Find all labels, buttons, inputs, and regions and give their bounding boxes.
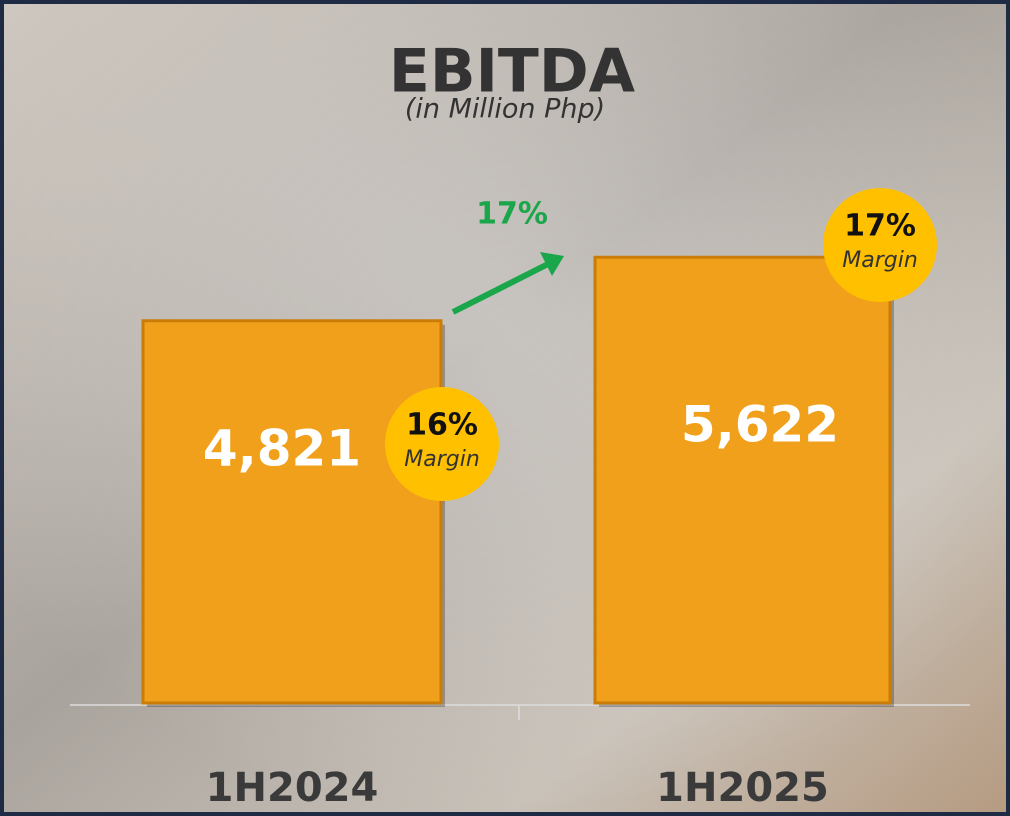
value-label: 4,821 [203,420,361,478]
x-tick-label: 1H2025 [656,765,829,811]
margin-caption: Margin [404,447,480,472]
margin-badge [823,188,937,302]
margin-caption: Margin [842,248,918,273]
growth-label: 17% [476,197,548,232]
value-label: 5,622 [681,396,839,454]
growth-arrowhead [540,252,564,276]
margin-value: 17% [844,209,916,244]
chart-title: EBITDA [389,37,636,107]
x-tick-label: 1H2024 [206,765,379,811]
margin-badge [385,387,499,501]
bar [141,319,443,705]
bar [593,255,892,705]
margin-value: 16% [406,408,478,443]
growth-arrow [451,261,550,315]
chart-subtitle: (in Million Php) [405,94,605,125]
